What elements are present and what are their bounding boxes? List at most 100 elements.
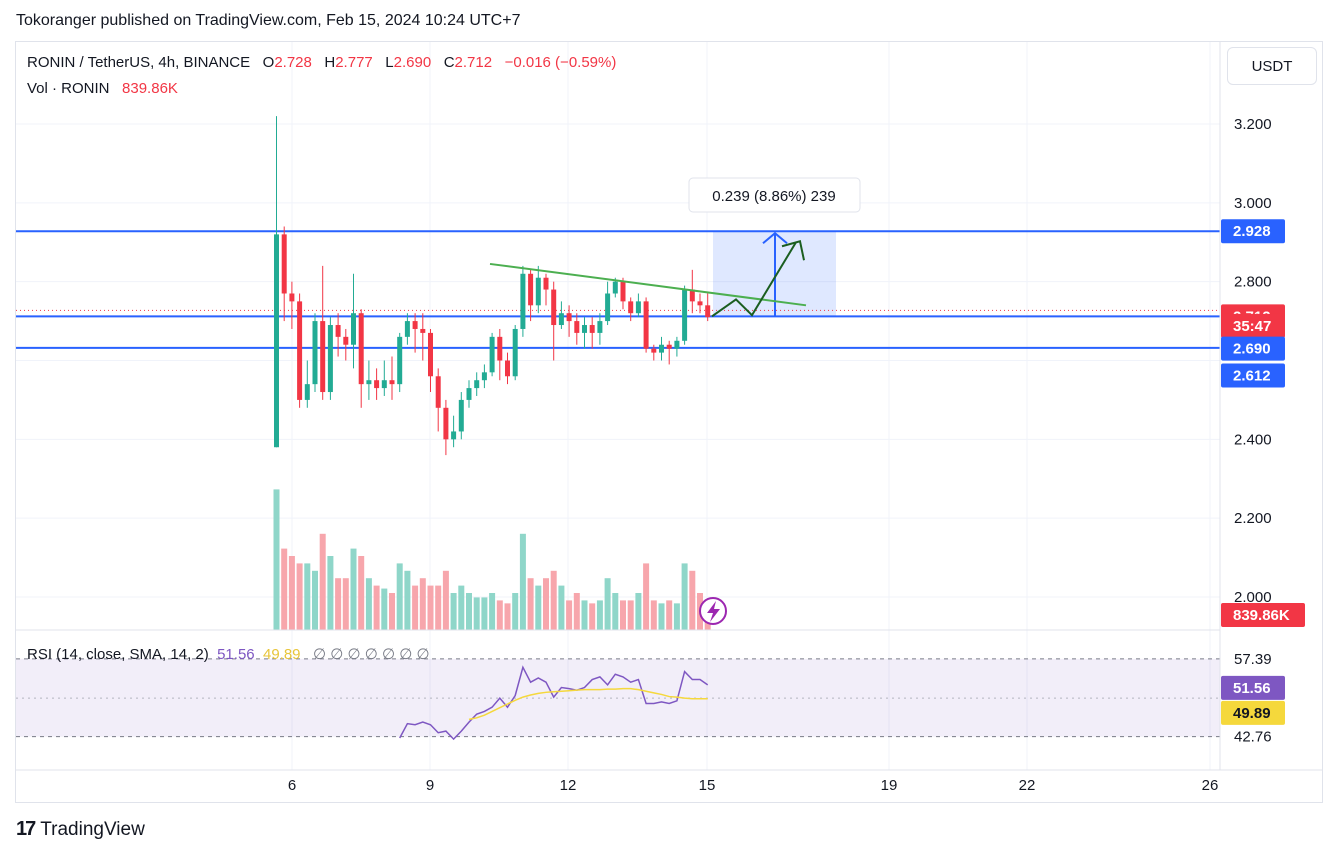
volume-bar [358, 556, 365, 630]
volume-bar [635, 593, 642, 630]
measure-tool: 0.239 (8.86%) 239 [688, 177, 861, 317]
candle-body [358, 313, 364, 385]
open-label: O [262, 54, 275, 71]
candle-body [474, 380, 480, 389]
volume-bar [296, 563, 303, 630]
volume-bar [389, 593, 395, 630]
volume-bar [573, 593, 580, 630]
volume-bar [373, 585, 380, 630]
drawings [489, 240, 807, 625]
rsi-label[interactable]: RSI (14, close, SMA, 14, 2) [27, 646, 209, 663]
candle-body [659, 344, 664, 353]
candle-body [451, 431, 457, 440]
volume-bar [673, 603, 680, 630]
volume-bar [404, 570, 411, 630]
price-tag-2-label: 35:47 [1233, 318, 1271, 335]
volume-bar [543, 578, 549, 630]
volume-bar [643, 563, 650, 630]
volume-bars [273, 489, 711, 630]
symbol-label[interactable]: RONIN / TetherUS, 4h, BINANCE [27, 54, 251, 71]
volume-bar [650, 600, 657, 630]
candle-body [528, 273, 534, 306]
volume-bar [519, 533, 526, 630]
price-tag-3-bg [1221, 336, 1285, 361]
volume-tag: 839.86K [1221, 603, 1305, 627]
volume-bar [612, 593, 619, 630]
candle-body [466, 388, 472, 400]
measure-label-box [688, 177, 861, 213]
price-tick-label-4: 2.200 [1234, 510, 1272, 527]
candle-body [505, 360, 510, 377]
volume-bar [535, 585, 542, 630]
candle-body [374, 380, 380, 389]
price-tag-2-bg [1221, 313, 1285, 338]
open-value: 2.728 [274, 54, 312, 71]
high-value: 2.777 [335, 54, 373, 71]
volume-bar [396, 563, 403, 630]
volume-bar [550, 570, 557, 630]
volume-bar [589, 603, 596, 630]
candle-body [512, 328, 518, 377]
volume-bar [458, 585, 465, 630]
candle-body [481, 372, 487, 381]
candle-body [605, 293, 611, 322]
price-tag-0-label: 2.928 [1233, 223, 1271, 240]
rsi-tag-sma-bg [1221, 700, 1285, 725]
volume-tag-bg [1221, 603, 1305, 627]
volume-bar [604, 578, 611, 630]
rsi-tag-sma: 49.89 [1221, 700, 1285, 725]
candle-body [520, 273, 526, 329]
volume-bar [273, 489, 280, 630]
time-tick-label-1: 9 [426, 777, 434, 794]
flash-bolt-icon [707, 601, 720, 622]
candle-body [397, 336, 403, 385]
footer-brand[interactable]: 17 TradingView [16, 818, 145, 841]
candle-body [689, 289, 695, 302]
volume-bar [412, 585, 419, 630]
volume-tag-label: 839.86K [1233, 607, 1290, 624]
price-tag-4: 2.612 [1221, 363, 1285, 388]
volume-bar [435, 585, 442, 630]
high-label: H [324, 54, 336, 71]
volume-bar [689, 570, 696, 630]
volume-bar [335, 578, 342, 630]
price-tag-4-label: 2.612 [1233, 367, 1271, 384]
price-tick-label-1: 3.000 [1234, 195, 1272, 212]
level-lines [16, 230, 1220, 349]
rsi-value: 51.56 [217, 646, 255, 663]
volume-bar [319, 533, 326, 630]
volume-bar [489, 593, 496, 630]
time-tick-label-6: 26 [1202, 777, 1219, 794]
volume-bar [596, 600, 603, 630]
candle-body [543, 277, 549, 290]
price-tag-3: 2.690 [1221, 336, 1285, 361]
candle-body [351, 313, 356, 345]
volume-label[interactable]: Vol · RONIN [27, 80, 110, 97]
change-value: −0.016 (−0.59%) [504, 54, 617, 71]
candle-body [304, 384, 310, 400]
rsi-placeholders: ∅ ∅ ∅ ∅ ∅ ∅ ∅ [313, 646, 430, 663]
candle-body [697, 301, 703, 306]
axes: 3.200 3.000 2.800 2.400 2.200 2.000 6 9 12 15 19 22… [16, 42, 1322, 794]
volume-bar [620, 600, 626, 630]
rsi-tag-value-label: 51.56 [1233, 680, 1271, 697]
volume-bar [481, 597, 488, 630]
volume-bar [473, 597, 480, 630]
price-tick-label-2: 2.800 [1234, 274, 1272, 291]
price-tag-0-bg [1221, 219, 1285, 244]
candle-body [497, 336, 503, 361]
candle-body [651, 348, 657, 353]
ohlc-legend: RONIN / TetherUS, 4h, BINANCE O2.728 H2.… [27, 54, 616, 71]
tradingview-wordmark: TradingView [40, 818, 145, 840]
currency-button[interactable]: USDT [1227, 47, 1317, 85]
volume-bar [466, 593, 472, 630]
rsi-tag-value: 51.56 [1221, 675, 1285, 700]
candle-body [620, 281, 626, 302]
candle-body [682, 289, 688, 341]
publisher-line: Tokoranger published on TradingView.com,… [16, 12, 521, 29]
rsi-tag-value-bg [1221, 675, 1285, 700]
measure-arrow-head [762, 231, 788, 244]
candle-body [612, 281, 618, 294]
volume-bar [681, 563, 688, 630]
